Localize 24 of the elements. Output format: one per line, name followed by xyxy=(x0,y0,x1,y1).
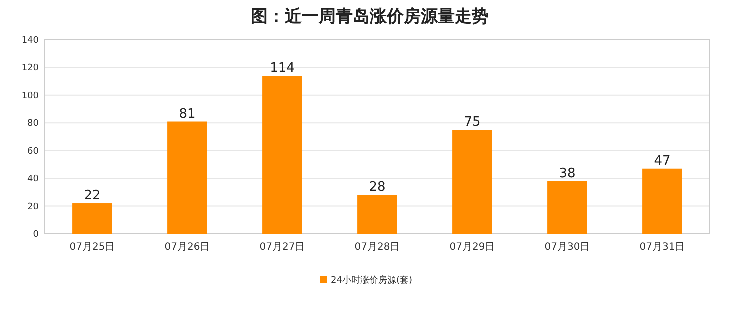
xtick: 07月31日 xyxy=(640,242,686,253)
data-label: 22 xyxy=(84,188,101,204)
data-label: 81 xyxy=(179,106,196,122)
xtick: 07月28日 xyxy=(354,242,400,253)
xtick: 07月30日 xyxy=(544,242,590,253)
ytick: 140 xyxy=(22,36,39,46)
data-label: 38 xyxy=(559,166,576,182)
xtick: 07月25日 xyxy=(70,242,116,253)
ytick: 120 xyxy=(22,64,39,74)
ytick: 0 xyxy=(33,230,39,240)
data-label: 28 xyxy=(369,180,386,196)
data-label: 114 xyxy=(270,61,295,76)
ytick: 60 xyxy=(28,146,39,157)
ytick: 80 xyxy=(28,119,39,130)
ytick: 20 xyxy=(28,202,39,212)
title: 图：近一周青岛涨价房源量走势 xyxy=(251,7,489,27)
ytick: 100 xyxy=(22,91,39,102)
xtick: 07月29日 xyxy=(450,242,496,253)
xtick: 07月26日 xyxy=(164,242,210,253)
data-label: 75 xyxy=(464,115,481,130)
ytick: 40 xyxy=(28,174,39,185)
legend: 24小时涨价房源(套) xyxy=(331,276,412,286)
data-label: 47 xyxy=(654,154,671,169)
xtick: 07月27日 xyxy=(260,242,306,253)
